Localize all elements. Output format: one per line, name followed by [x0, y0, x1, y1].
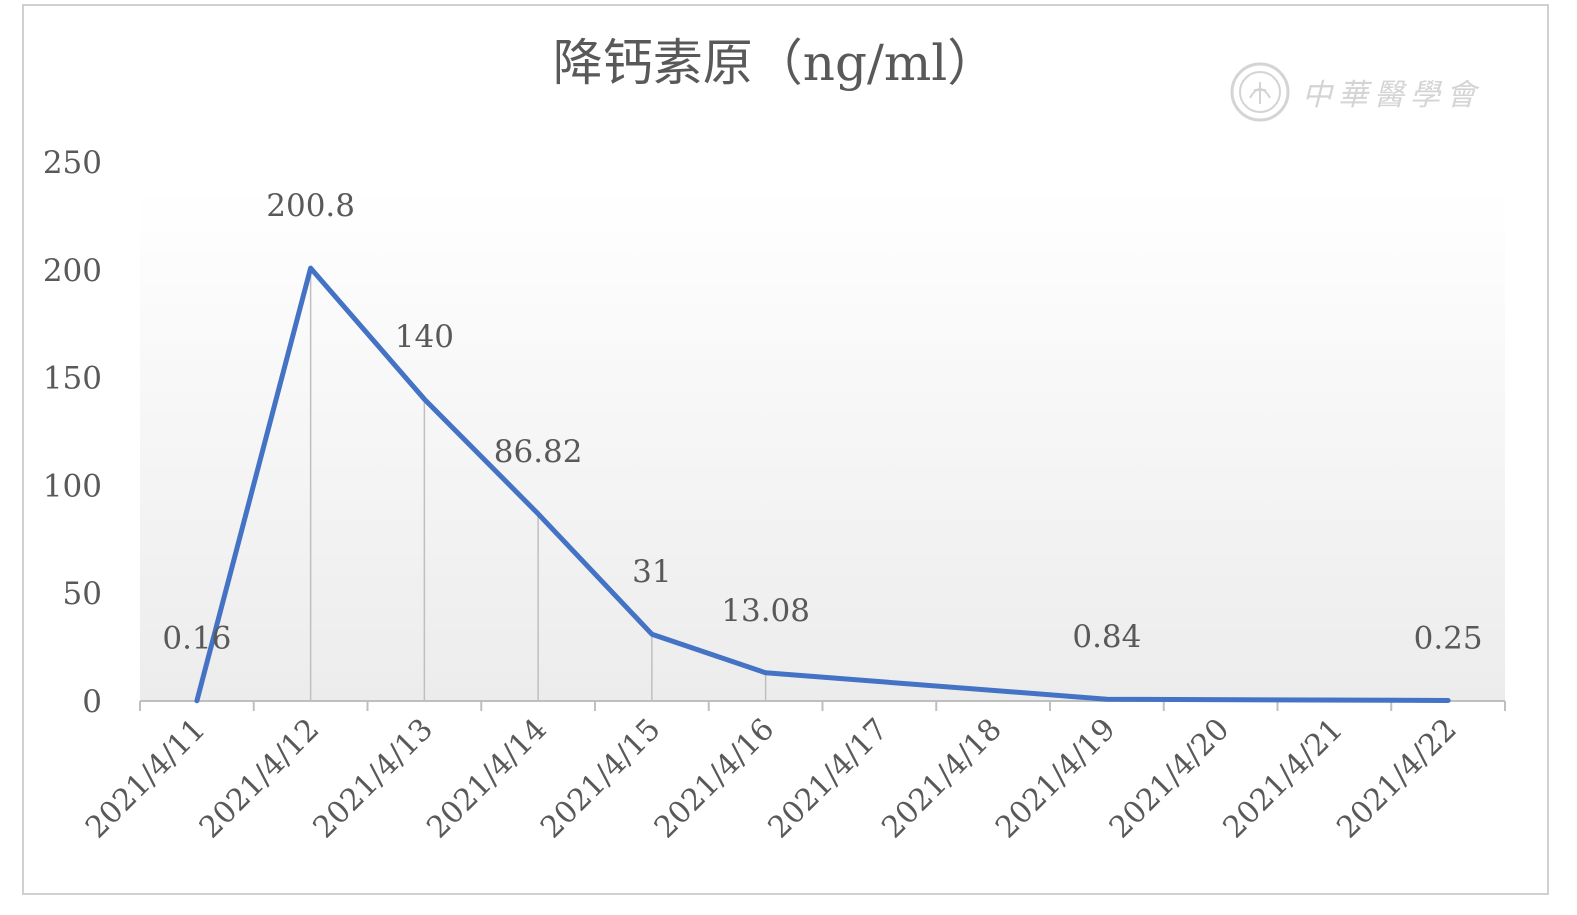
data-label: 13.08 — [721, 593, 810, 629]
series-line — [194, 265, 1451, 704]
plot-background — [140, 186, 1505, 701]
x-tick-label: 2021/4/17 — [762, 712, 896, 846]
data-label: 0.16 — [162, 621, 231, 657]
x-tick-label: 2021/4/19 — [989, 712, 1123, 846]
data-label: 31 — [632, 554, 671, 590]
y-tick-label: 200 — [43, 253, 102, 289]
y-tick-label: 50 — [63, 576, 102, 612]
data-label: 0.25 — [1414, 620, 1483, 656]
x-tick-label: 2021/4/11 — [79, 712, 213, 846]
x-tick-label: 2021/4/14 — [420, 712, 554, 846]
y-tick-label: 0 — [82, 684, 102, 720]
data-label: 140 — [395, 319, 454, 355]
y-tick-label: 250 — [43, 145, 102, 181]
x-tick-label: 2021/4/15 — [534, 712, 668, 846]
watermark-text: 中華醫學會 — [1302, 78, 1482, 113]
x-tick-label: 2021/4/18 — [875, 712, 1009, 846]
x-tick-label: 2021/4/22 — [1330, 712, 1464, 846]
x-tick-label: 2021/4/13 — [307, 712, 441, 846]
x-tick-label: 2021/4/20 — [1103, 712, 1237, 846]
chart-title: 降钙素原（ng/ml） — [553, 34, 997, 92]
data-label: 200.8 — [266, 188, 355, 224]
x-tick-label: 2021/4/12 — [193, 712, 327, 846]
data-label: 0.84 — [1072, 619, 1141, 655]
watermark: 中華醫學會 — [1228, 60, 1482, 124]
x-tick-label: 2021/4/21 — [1217, 712, 1351, 846]
data-label: 86.82 — [494, 434, 583, 470]
x-tick-label: 2021/4/16 — [648, 712, 782, 846]
society-seal-icon — [1230, 62, 1290, 122]
y-tick-label: 100 — [43, 468, 102, 504]
y-tick-label: 150 — [43, 361, 102, 397]
